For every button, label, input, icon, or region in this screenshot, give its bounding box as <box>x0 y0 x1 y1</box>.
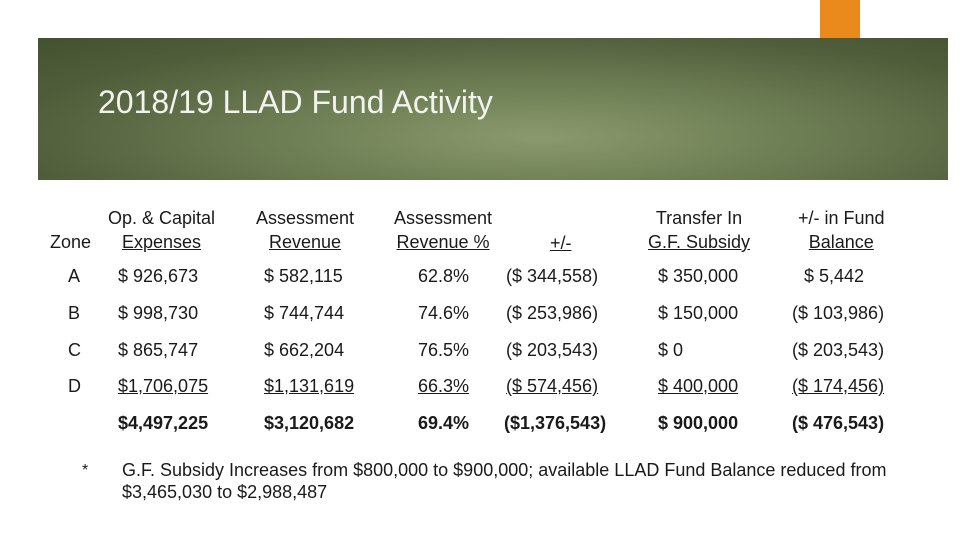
total-revenue: $3,120,682 <box>264 413 355 433</box>
header-fund-balance: +/- in Fund Balance <box>798 208 885 252</box>
row-d-opex: $1,706,075 <box>118 376 209 396</box>
title-banner <box>38 38 948 180</box>
header-assessment-revenue: Assessment Revenue <box>256 208 355 252</box>
footnote-text: G.F. Subsidy Increases from $800,000 to … <box>122 460 887 502</box>
row-b-zone: B <box>68 303 81 323</box>
total-transfer: $ 900,000 <box>658 413 739 433</box>
row-a-fund: $ 5,442 <box>804 266 865 286</box>
header-opex: Op. & Capital Expenses <box>108 208 216 252</box>
total-plus-minus: ($1,376,543) <box>504 413 607 433</box>
row-a-opex: $ 926,673 <box>118 266 199 286</box>
row-b-plus-minus: ($ 253,986) <box>506 303 599 323</box>
row-c-opex: $ 865,747 <box>118 340 199 360</box>
row-c-fund: ($ 203,543) <box>792 340 885 360</box>
row-a-plus-minus: ($ 344,558) <box>506 266 599 286</box>
header-transfer-in: Transfer In G.F. Subsidy <box>648 208 751 252</box>
total-fund: ($ 476,543) <box>792 413 885 433</box>
row-d-revenue: $1,131,619 <box>264 376 355 396</box>
header-zone: Zone <box>50 232 92 252</box>
row-a-revenue: $ 582,115 <box>264 266 343 286</box>
row-b-revenue: $ 744,744 <box>264 303 345 323</box>
header-plus-minus: +/- <box>550 233 572 253</box>
total-opex: $4,497,225 <box>118 413 209 433</box>
page-title: 2018/19 LLAD Fund Activity <box>98 84 493 120</box>
row-d-pct: 66.3% <box>418 376 470 396</box>
row-d-zone: D <box>68 376 81 396</box>
footnote-marker: * <box>82 462 89 479</box>
row-d-transfer: $ 400,000 <box>658 376 739 396</box>
row-b-transfer: $ 150,000 <box>658 303 739 323</box>
row-c-revenue: $ 662,204 <box>264 340 345 360</box>
row-a-pct: 62.8% <box>418 266 470 286</box>
total-pct: 69.4% <box>418 413 470 433</box>
row-c-transfer: $ 0 <box>658 340 684 360</box>
row-c-zone: C <box>68 340 81 360</box>
header-assessment-revenue-pct: Assessment Revenue % <box>394 208 493 252</box>
row-b-fund: ($ 103,986) <box>792 303 885 323</box>
row-b-opex: $ 998,730 <box>118 303 199 323</box>
row-d-fund: ($ 174,456) <box>792 376 885 396</box>
row-a-transfer: $ 350,000 <box>658 266 739 286</box>
row-c-pct: 76.5% <box>418 340 470 360</box>
row-c-plus-minus: ($ 203,543) <box>506 340 599 360</box>
row-a-zone: A <box>68 266 81 286</box>
row-b-pct: 74.6% <box>418 303 470 323</box>
row-d-plus-minus: ($ 574,456) <box>506 376 599 396</box>
